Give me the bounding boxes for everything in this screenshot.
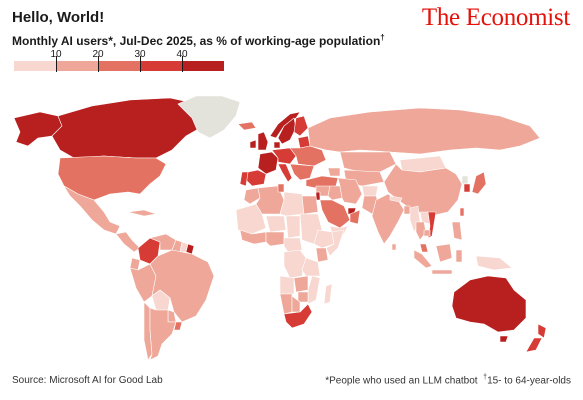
region-sulawesi xyxy=(455,249,463,263)
region-west-sahel xyxy=(235,203,267,235)
region-iceland xyxy=(237,121,257,131)
region-kazakhstan xyxy=(339,151,397,173)
region-egypt xyxy=(301,195,319,215)
region-niger xyxy=(265,215,287,233)
region-kenya xyxy=(315,247,329,263)
region-italy xyxy=(277,163,293,183)
chart-title: Hello, World! xyxy=(12,9,105,26)
region-finland xyxy=(293,115,309,137)
chart-subtitle: Monthly AI users*, Jul-Dec 2025, as % of… xyxy=(12,33,385,48)
region-nigeria xyxy=(265,231,285,247)
region-alaska xyxy=(13,111,63,147)
region-afghanistan xyxy=(361,185,379,197)
region-mexico xyxy=(63,185,121,235)
region-central-america xyxy=(115,231,141,253)
region-north-korea xyxy=(461,175,469,185)
legend-bin-1 xyxy=(56,61,98,71)
region-morocco xyxy=(243,187,261,205)
region-mozambique xyxy=(307,275,321,305)
region-canada xyxy=(51,97,207,159)
region-tasmania xyxy=(499,335,509,343)
legend-tick-mark xyxy=(56,56,57,72)
region-oman xyxy=(349,209,361,225)
region-borneo xyxy=(435,243,453,263)
footnote-age: 15- to 64-year-olds xyxy=(487,375,571,386)
region-thailand xyxy=(415,221,427,241)
region-namibia xyxy=(279,293,293,315)
region-cuba xyxy=(127,209,157,217)
world-choropleth-map xyxy=(13,95,547,360)
region-portugal xyxy=(239,171,249,187)
region-saudi-arabia xyxy=(319,199,351,229)
region-sumatra xyxy=(413,249,433,269)
region-zambia xyxy=(293,275,309,293)
legend-tick-label: 40 xyxy=(176,49,188,60)
legend-bin-0 xyxy=(14,61,56,71)
region-sri-lanka xyxy=(391,243,397,251)
legend-tick-mark xyxy=(182,56,183,72)
region-balkans xyxy=(289,163,315,181)
region-java xyxy=(431,269,453,275)
region-france xyxy=(257,151,279,175)
legend-bin-2 xyxy=(98,61,140,71)
region-iran xyxy=(337,177,363,205)
region-denmark xyxy=(273,141,281,149)
region-ireland xyxy=(249,139,257,149)
region-chad xyxy=(285,215,301,239)
region-new-zealand-south xyxy=(525,337,543,353)
region-eastern-europe xyxy=(289,145,327,167)
region-dr-congo xyxy=(283,249,307,279)
color-legend: 10 20 30 40 xyxy=(14,49,224,72)
region-new-zealand-north xyxy=(537,323,547,339)
region-bolivia xyxy=(151,289,171,311)
legend-tick-mark xyxy=(140,56,141,72)
legend-tick-label: 20 xyxy=(92,49,104,60)
region-greenland xyxy=(177,95,241,139)
legend-tick-label: 10 xyxy=(50,49,62,60)
region-tunisia xyxy=(277,183,285,193)
region-argentina xyxy=(149,307,177,360)
region-iraq xyxy=(327,185,343,201)
footnote: *People who used an LLM chatbot †15- to … xyxy=(325,374,571,386)
region-south-korea xyxy=(463,183,471,193)
region-new-guinea xyxy=(475,255,513,271)
region-australia xyxy=(451,275,527,333)
region-spain xyxy=(245,169,267,187)
region-caucasus xyxy=(327,167,341,177)
region-russia xyxy=(307,107,541,155)
region-uruguay xyxy=(173,321,183,331)
region-libya xyxy=(279,191,305,217)
region-united-kingdom xyxy=(257,131,269,151)
region-taiwan xyxy=(459,207,465,217)
region-japan xyxy=(471,171,487,195)
legend-bin-4 xyxy=(182,61,224,71)
legend-tick-mark xyxy=(98,56,99,72)
region-madagascar xyxy=(323,283,333,305)
publication-logo: The Economist xyxy=(421,4,570,31)
source-note: Source: Microsoft AI for Good Lab xyxy=(12,375,163,386)
region-zimbabwe xyxy=(297,291,309,303)
region-cambodia xyxy=(423,229,431,237)
footnote-dagger: † xyxy=(483,373,488,381)
subtitle-footnote-mark: † xyxy=(380,33,385,42)
region-south-africa xyxy=(283,303,313,329)
footnote-llm: *People who used an LLM chatbot xyxy=(325,375,478,386)
legend-bin-3 xyxy=(140,61,182,71)
region-bangladesh xyxy=(403,205,411,215)
legend-tick-label: 30 xyxy=(134,49,146,60)
region-nepal xyxy=(389,195,403,203)
region-angola xyxy=(279,275,295,295)
region-philippines xyxy=(451,221,463,241)
region-malaysia xyxy=(419,243,429,253)
subtitle-text: Monthly AI users*, Jul-Dec 2025, as % of… xyxy=(12,34,381,48)
region-ethiopia xyxy=(313,229,335,249)
region-somalia xyxy=(325,229,345,257)
